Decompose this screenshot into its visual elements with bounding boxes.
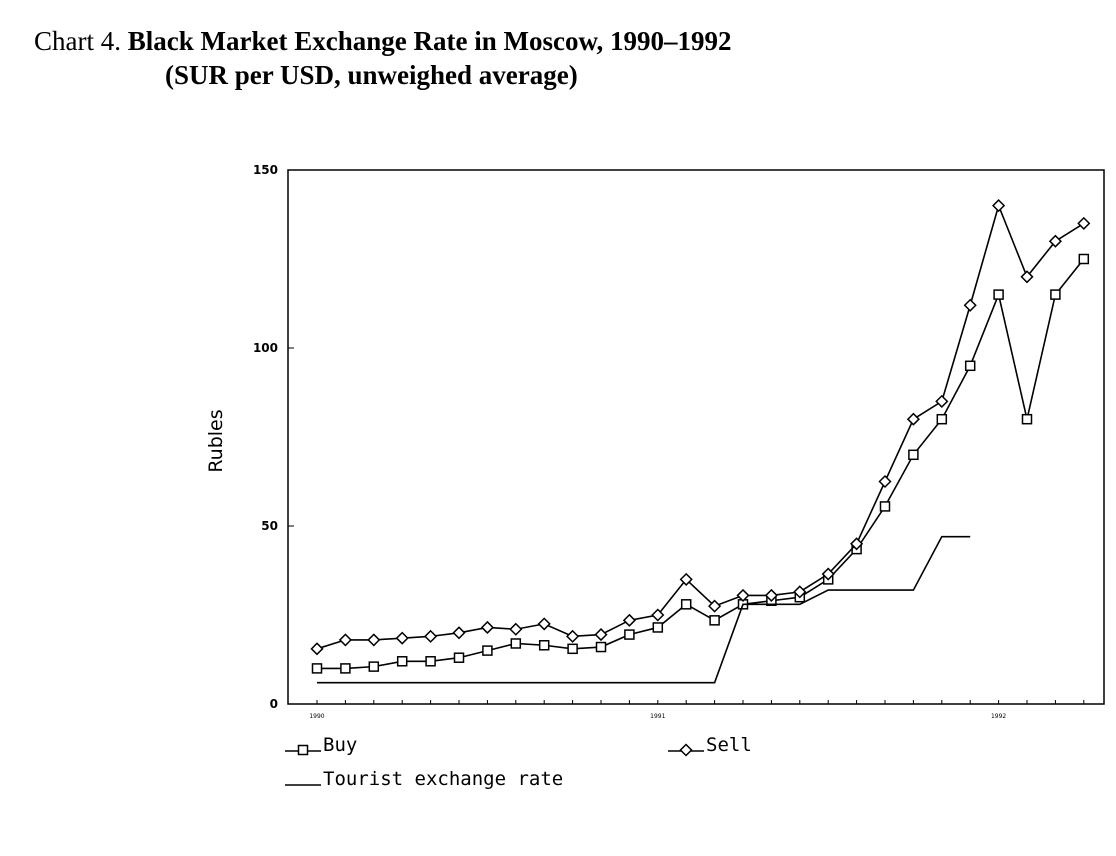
data-point: [1050, 289, 1061, 300]
legend-swatch-marker: [297, 744, 309, 756]
y-tick-label: 50: [261, 519, 278, 533]
data-point: [453, 652, 465, 663]
y-tick-label: 0: [270, 697, 278, 711]
data-point: [624, 629, 635, 640]
chart-axes: 0 50 100 150 1990 1991 1992 Rubles: [205, 163, 1105, 720]
chart-number: Chart 4.: [34, 26, 121, 56]
data-point: [311, 663, 323, 674]
x-tick-label: 1990: [309, 713, 324, 720]
data-point: [1077, 216, 1091, 230]
data-point: [680, 599, 692, 610]
y-axis-label: Rubles: [205, 409, 227, 472]
data-point: [594, 628, 608, 642]
data-point: [764, 588, 778, 602]
data-point: [566, 629, 580, 643]
data-point: [850, 537, 864, 551]
y-tick-label: 150: [253, 163, 278, 177]
legend-label: Tourist exchange rate: [323, 768, 563, 790]
data-point: [368, 661, 380, 672]
data-point: [1048, 234, 1062, 248]
data-point: [509, 622, 523, 636]
data-point: [310, 642, 324, 656]
data-point: [992, 199, 1006, 213]
data-point: [964, 360, 976, 372]
chart-legend: Buy Sell Tourist exchange rate: [285, 734, 752, 790]
data-point: [1078, 253, 1090, 265]
data-point: [1020, 270, 1034, 284]
data-point: [679, 572, 693, 586]
data-point: [652, 622, 664, 633]
chart-series: [310, 199, 1091, 684]
data-point: [482, 645, 493, 656]
series-sell: [310, 199, 1091, 656]
data-point: [452, 626, 466, 640]
data-point: [906, 412, 920, 426]
data-point: [793, 585, 807, 599]
data-point: [878, 474, 892, 489]
data-point: [709, 615, 720, 626]
data-point: [935, 394, 949, 408]
series-line: [317, 535, 971, 684]
data-point: [480, 620, 494, 635]
data-point: [708, 599, 722, 613]
data-point: [1021, 413, 1033, 425]
y-tick-label: 100: [253, 341, 278, 355]
data-point: [395, 631, 409, 645]
data-point: [567, 643, 578, 655]
data-point: [936, 413, 948, 425]
legend-swatch-marker: [679, 743, 693, 757]
data-point: [367, 633, 381, 647]
chart-title-block: Chart 4. Black Market Exchange Rate in M…: [34, 24, 731, 92]
data-point: [651, 608, 665, 622]
series-line: [317, 258, 1085, 670]
data-point: [340, 663, 351, 674]
data-point: [396, 656, 408, 667]
legend-item: Sell: [668, 734, 752, 757]
series-buy: [311, 253, 1090, 674]
series-line: [316, 203, 1085, 650]
chart-subtitle: (SUR per USD, unweighed average): [165, 60, 578, 90]
data-point: [821, 567, 835, 581]
legend-label: Buy: [323, 734, 357, 756]
data-point: [510, 638, 522, 649]
data-point: [338, 633, 352, 647]
data-point: [537, 617, 551, 631]
data-point: [993, 289, 1004, 300]
data-point: [538, 640, 550, 651]
x-tick-label: 1992: [991, 713, 1006, 720]
series-tourist-exchange-rate: [317, 535, 971, 684]
x-tick-label: 1991: [650, 713, 665, 720]
data-point: [736, 588, 750, 602]
data-point: [879, 501, 891, 512]
legend-label: Sell: [706, 734, 752, 756]
chart-title: Black Market Exchange Rate in Moscow, 19…: [127, 26, 732, 56]
legend-item: Buy: [285, 734, 357, 756]
plot-frame: [287, 169, 1105, 705]
data-point: [963, 298, 977, 312]
data-point: [425, 656, 436, 667]
data-point: [622, 613, 636, 627]
data-point: [424, 629, 438, 643]
legend-item: Tourist exchange rate: [285, 768, 563, 790]
data-point: [908, 449, 919, 461]
data-point: [595, 641, 607, 653]
